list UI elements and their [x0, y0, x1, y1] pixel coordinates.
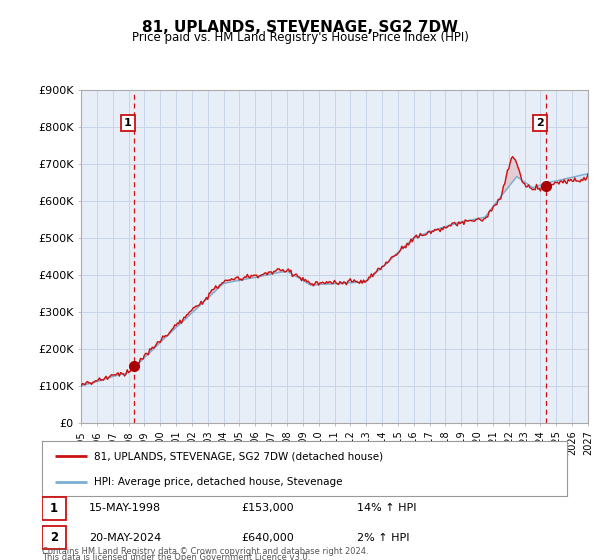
Text: 81, UPLANDS, STEVENAGE, SG2 7DW (detached house): 81, UPLANDS, STEVENAGE, SG2 7DW (detache…: [95, 451, 383, 461]
Text: This data is licensed under the Open Government Licence v3.0.: This data is licensed under the Open Gov…: [42, 553, 310, 560]
Text: 1: 1: [50, 502, 58, 515]
Text: Contains HM Land Registry data © Crown copyright and database right 2024.: Contains HM Land Registry data © Crown c…: [42, 547, 368, 556]
Text: 20-MAY-2024: 20-MAY-2024: [89, 533, 161, 543]
Text: 2: 2: [536, 118, 544, 128]
Text: HPI: Average price, detached house, Stevenage: HPI: Average price, detached house, Stev…: [95, 477, 343, 487]
Text: 2: 2: [50, 531, 58, 544]
Text: £153,000: £153,000: [241, 503, 294, 514]
Text: 81, UPLANDS, STEVENAGE, SG2 7DW: 81, UPLANDS, STEVENAGE, SG2 7DW: [142, 20, 458, 35]
Text: £640,000: £640,000: [241, 533, 294, 543]
Bar: [42, 526, 65, 549]
Text: Price paid vs. HM Land Registry's House Price Index (HPI): Price paid vs. HM Land Registry's House …: [131, 31, 469, 44]
Bar: [42, 497, 65, 520]
Text: 15-MAY-1998: 15-MAY-1998: [89, 503, 161, 514]
Text: 1: 1: [124, 118, 132, 128]
Text: 14% ↑ HPI: 14% ↑ HPI: [357, 503, 416, 514]
Text: 2% ↑ HPI: 2% ↑ HPI: [357, 533, 409, 543]
